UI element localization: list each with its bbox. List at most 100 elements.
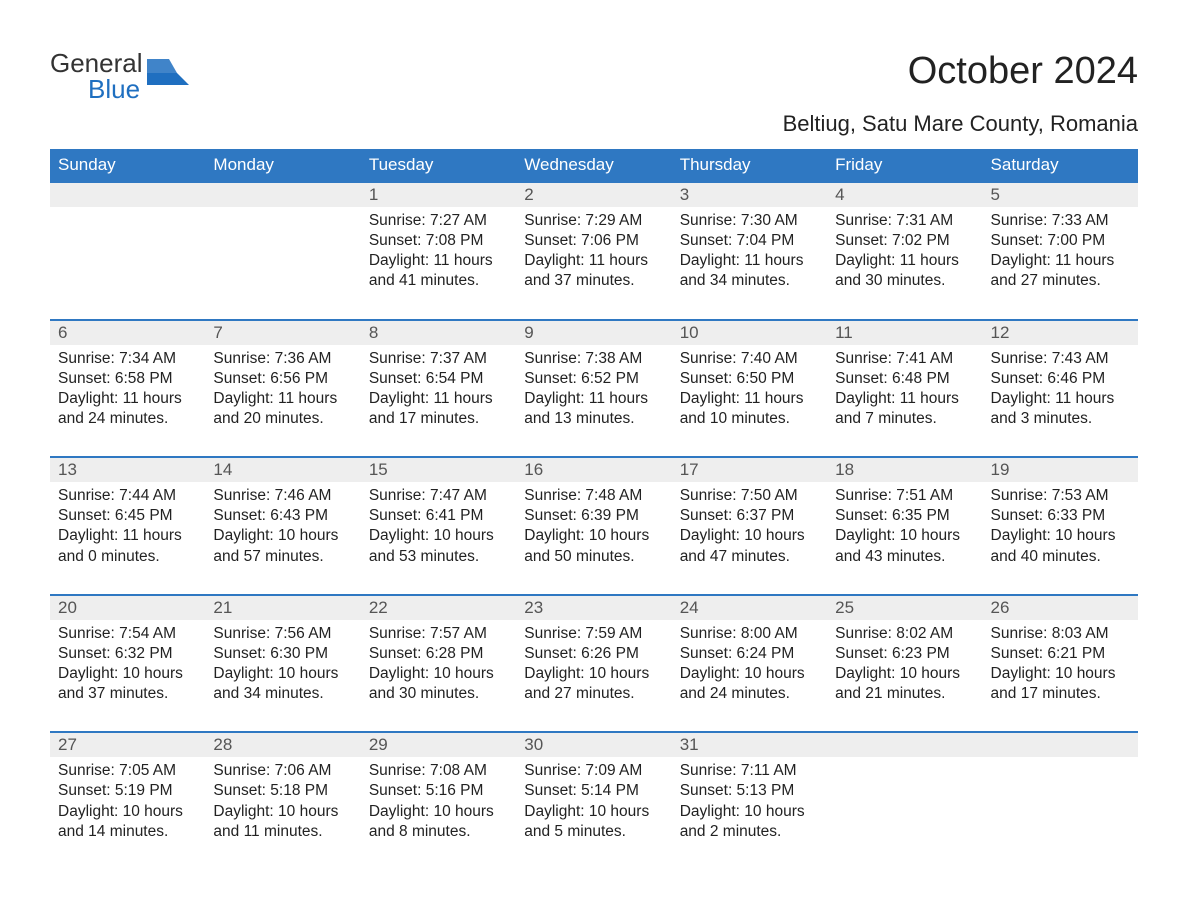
month-title: October 2024 (783, 50, 1138, 93)
day-content-cell (50, 207, 205, 306)
sunset-line: Sunset: 7:00 PM (991, 231, 1130, 251)
day-content-cell: Sunrise: 7:38 AMSunset: 6:52 PMDaylight:… (516, 345, 671, 444)
day-content-cell: Sunrise: 7:31 AMSunset: 7:02 PMDaylight:… (827, 207, 982, 306)
sunrise-line: Sunrise: 7:27 AM (369, 211, 508, 231)
day-content-cell: Sunrise: 8:00 AMSunset: 6:24 PMDaylight:… (672, 620, 827, 719)
sunrise-line: Sunrise: 8:03 AM (991, 624, 1130, 644)
sunset-line: Sunset: 6:28 PM (369, 644, 508, 664)
day-content-cell: Sunrise: 7:08 AMSunset: 5:16 PMDaylight:… (361, 757, 516, 856)
sunrise-line: Sunrise: 7:29 AM (524, 211, 663, 231)
sunset-line: Sunset: 6:24 PM (680, 644, 819, 664)
sunrise-line: Sunrise: 7:11 AM (680, 761, 819, 781)
day-content-cell: Sunrise: 7:51 AMSunset: 6:35 PMDaylight:… (827, 482, 982, 581)
day-content-cell: Sunrise: 7:34 AMSunset: 6:58 PMDaylight:… (50, 345, 205, 444)
sunrise-line: Sunrise: 7:57 AM (369, 624, 508, 644)
sunset-line: Sunset: 6:41 PM (369, 506, 508, 526)
col-wednesday: Wednesday (516, 149, 671, 182)
day-content-cell: Sunrise: 7:37 AMSunset: 6:54 PMDaylight:… (361, 345, 516, 444)
daynum-row: 13141516171819 (50, 457, 1138, 482)
day-number-cell (205, 182, 360, 207)
sunset-line: Sunset: 6:39 PM (524, 506, 663, 526)
day-number-cell: 12 (983, 320, 1138, 345)
sunrise-line: Sunrise: 7:38 AM (524, 349, 663, 369)
day-content-cell: Sunrise: 7:47 AMSunset: 6:41 PMDaylight:… (361, 482, 516, 581)
day-number-cell (983, 732, 1138, 757)
daylight-line: Daylight: 11 hours and 27 minutes. (991, 251, 1130, 291)
day-number-cell: 3 (672, 182, 827, 207)
daylight-line: Daylight: 11 hours and 0 minutes. (58, 526, 197, 566)
daylight-line: Daylight: 10 hours and 11 minutes. (213, 802, 352, 842)
weekday-header-row: Sunday Monday Tuesday Wednesday Thursday… (50, 149, 1138, 182)
sunset-line: Sunset: 5:19 PM (58, 781, 197, 801)
daylight-line: Daylight: 10 hours and 40 minutes. (991, 526, 1130, 566)
sunrise-line: Sunrise: 7:54 AM (58, 624, 197, 644)
daylight-line: Daylight: 10 hours and 57 minutes. (213, 526, 352, 566)
sunrise-line: Sunrise: 7:50 AM (680, 486, 819, 506)
sunset-line: Sunset: 6:30 PM (213, 644, 352, 664)
day-number-cell: 1 (361, 182, 516, 207)
daylight-line: Daylight: 11 hours and 37 minutes. (524, 251, 663, 291)
sunset-line: Sunset: 7:06 PM (524, 231, 663, 251)
day-number-cell: 6 (50, 320, 205, 345)
day-content-cell: Sunrise: 7:29 AMSunset: 7:06 PMDaylight:… (516, 207, 671, 306)
day-number-cell (827, 732, 982, 757)
daynum-row: 6789101112 (50, 320, 1138, 345)
week-spacer (50, 443, 1138, 457)
day-content-cell: Sunrise: 7:53 AMSunset: 6:33 PMDaylight:… (983, 482, 1138, 581)
sunset-line: Sunset: 6:52 PM (524, 369, 663, 389)
sunset-line: Sunset: 6:32 PM (58, 644, 197, 664)
col-monday: Monday (205, 149, 360, 182)
week-spacer (50, 306, 1138, 320)
sunrise-line: Sunrise: 7:30 AM (680, 211, 819, 231)
daylight-line: Daylight: 10 hours and 14 minutes. (58, 802, 197, 842)
location-subtitle: Beltiug, Satu Mare County, Romania (783, 111, 1138, 137)
sunrise-line: Sunrise: 7:56 AM (213, 624, 352, 644)
col-saturday: Saturday (983, 149, 1138, 182)
sunset-line: Sunset: 7:04 PM (680, 231, 819, 251)
sunset-line: Sunset: 5:16 PM (369, 781, 508, 801)
col-friday: Friday (827, 149, 982, 182)
sunset-line: Sunset: 6:21 PM (991, 644, 1130, 664)
day-number-cell: 2 (516, 182, 671, 207)
header: General Blue October 2024 Beltiug, Satu … (50, 50, 1138, 137)
content-row: Sunrise: 7:27 AMSunset: 7:08 PM Daylight:… (50, 207, 1138, 306)
sunset-line: Sunset: 6:46 PM (991, 369, 1130, 389)
day-number-cell: 20 (50, 595, 205, 620)
content-row: Sunrise: 7:05 AMSunset: 5:19 PMDaylight:… (50, 757, 1138, 856)
content-row: Sunrise: 7:44 AMSunset: 6:45 PMDaylight:… (50, 482, 1138, 581)
content-row: Sunrise: 7:34 AMSunset: 6:58 PMDaylight:… (50, 345, 1138, 444)
day-number-cell: 9 (516, 320, 671, 345)
daynum-row: 20212223242526 (50, 595, 1138, 620)
daylight-line: Daylight: 11 hours and 30 minutes. (835, 251, 974, 291)
day-number-cell: 10 (672, 320, 827, 345)
daylight-line: Daylight: 11 hours and 24 minutes. (58, 389, 197, 429)
day-number-cell: 7 (205, 320, 360, 345)
day-number-cell: 29 (361, 732, 516, 757)
sunrise-line: Sunrise: 7:33 AM (991, 211, 1130, 231)
sunset-line: Sunset: 5:18 PM (213, 781, 352, 801)
day-number-cell: 13 (50, 457, 205, 482)
sunset-line: Sunset: 6:48 PM (835, 369, 974, 389)
sunset-line: Sunset: 7:08 PM (369, 231, 508, 251)
day-number-cell: 26 (983, 595, 1138, 620)
day-content-cell: Sunrise: 7:11 AMSunset: 5:13 PMDaylight:… (672, 757, 827, 856)
sunrise-line: Sunrise: 7:31 AM (835, 211, 974, 231)
daynum-row: 12345 (50, 182, 1138, 207)
day-number-cell: 22 (361, 595, 516, 620)
day-number-cell: 25 (827, 595, 982, 620)
daylight-line: Daylight: 11 hours and 3 minutes. (991, 389, 1130, 429)
daylight-line: Daylight: 11 hours and 20 minutes. (213, 389, 352, 429)
sunset-line: Sunset: 6:43 PM (213, 506, 352, 526)
calendar-table: Sunday Monday Tuesday Wednesday Thursday… (50, 149, 1138, 856)
sunset-line: Sunset: 5:13 PM (680, 781, 819, 801)
day-content-cell: Sunrise: 7:54 AMSunset: 6:32 PMDaylight:… (50, 620, 205, 719)
day-content-cell: Sunrise: 7:50 AMSunset: 6:37 PMDaylight:… (672, 482, 827, 581)
sunset-line: Sunset: 7:02 PM (835, 231, 974, 251)
daylight-line: Daylight: 10 hours and 27 minutes. (524, 664, 663, 704)
sunset-line: Sunset: 6:26 PM (524, 644, 663, 664)
day-number-cell: 17 (672, 457, 827, 482)
day-content-cell: Sunrise: 7:48 AMSunset: 6:39 PMDaylight:… (516, 482, 671, 581)
daylight-line: Daylight: 10 hours and 8 minutes. (369, 802, 508, 842)
daylight-line: Daylight: 10 hours and 24 minutes. (680, 664, 819, 704)
sunrise-line: Sunrise: 7:05 AM (58, 761, 197, 781)
